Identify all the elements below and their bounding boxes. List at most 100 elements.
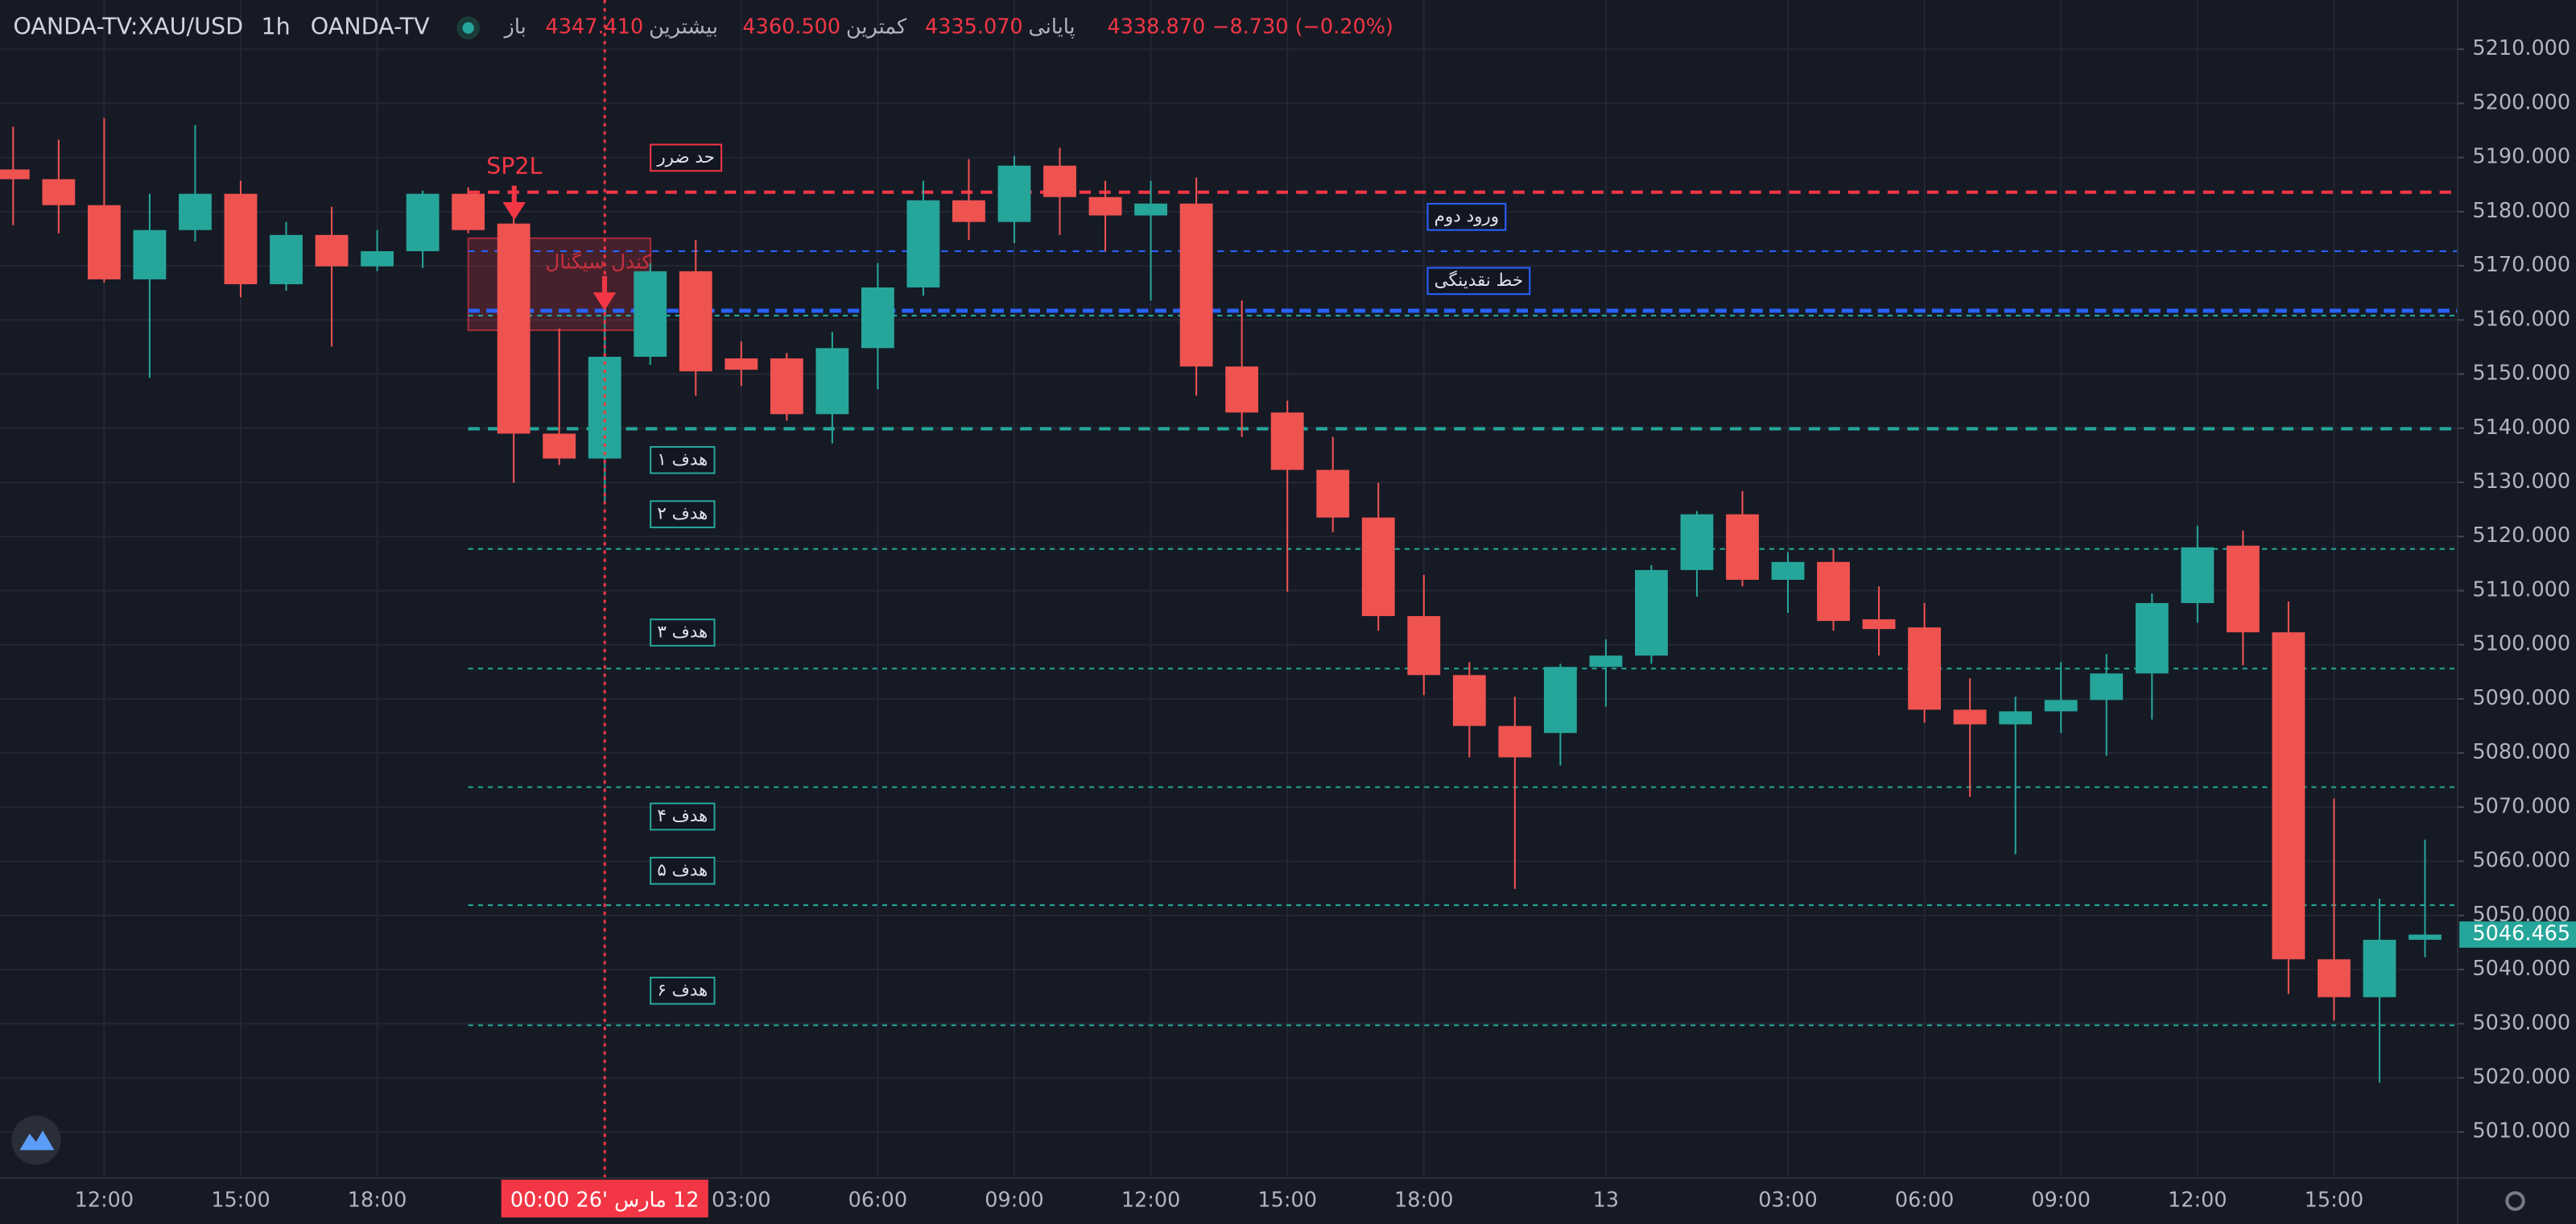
last-price-badge: [2459, 921, 2576, 948]
candle-body: [815, 348, 849, 415]
candle-body: [1407, 616, 1441, 676]
signal-arrow: [502, 201, 526, 221]
ohlc-label: بیشترین: [649, 15, 718, 39]
x-tick-label: 15:00: [1257, 1188, 1317, 1212]
candle-body: [634, 271, 667, 358]
plot: حد ضرر ورود دوم خط نقدینگی هدف ۱ هدف ۲ هدف ۳ ه…: [0, 0, 2458, 1178]
y-tick-label: 5090.000: [2472, 686, 2570, 710]
header: OANDA-TV:XAU/USD 1h OANDA-TV باز 4347.41…: [13, 13, 1393, 40]
candle-body: [2409, 934, 2442, 941]
y-tick-label: 5080.000: [2472, 740, 2570, 764]
ohlc-label: پایانی: [1029, 15, 1075, 39]
candle-body: [1862, 619, 1896, 630]
candle-body: [1361, 517, 1395, 617]
candle-body: [2135, 602, 2169, 674]
candle-body: [179, 193, 212, 230]
crosshair-badge: [501, 1179, 708, 1218]
ohlc-value: 4338.870: [1108, 15, 1206, 39]
candle-body: [0, 169, 30, 180]
ohlc-change: −8.730 (−0.20%): [1212, 15, 1393, 39]
y-tick-label: 5040.000: [2472, 957, 2570, 981]
x-tick-label: 13: [1593, 1188, 1619, 1212]
source: OANDA-TV: [311, 13, 430, 40]
candle-body: [1543, 667, 1577, 734]
candle-body: [2181, 547, 2215, 603]
x-tick-label: 06:00: [1895, 1188, 1955, 1212]
candle-body: [997, 165, 1031, 222]
candle-body: [224, 193, 258, 284]
y-tick-label: 5130.000: [2472, 469, 2570, 494]
ohlc-value: 4347.410: [546, 15, 644, 39]
signal-label: SP2L: [486, 152, 543, 180]
candle-body: [1225, 366, 1259, 413]
candle-body: [2363, 940, 2396, 998]
candle-body: [1953, 709, 1987, 725]
y-tick-label: 5200.000: [2472, 90, 2570, 114]
x-tick-label: 18:00: [348, 1188, 407, 1212]
candle-body: [2226, 545, 2260, 633]
candle-body: [315, 234, 349, 267]
level-label-box: [650, 500, 716, 528]
y-tick-label: 5190.000: [2472, 145, 2570, 169]
level-label: هدف ۶: [657, 980, 708, 1000]
level-label: خط نقدینگی: [1435, 270, 1523, 291]
x-tick-label: 15:00: [211, 1188, 270, 1212]
candle-body: [1635, 569, 1668, 656]
candle-body: [1817, 561, 1850, 622]
candle-body: [270, 234, 303, 284]
x-tick-label: 03:00: [712, 1188, 771, 1212]
candle-body: [861, 287, 894, 349]
candle-body: [1134, 203, 1167, 216]
x-tick-label: 09:00: [985, 1188, 1044, 1212]
last-price-label: 5046.465: [2472, 922, 2570, 946]
y-tick-label: 5100.000: [2472, 632, 2570, 656]
level-label: حد ضرر: [656, 147, 715, 167]
settings-icon[interactable]: [2505, 1191, 2525, 1211]
candle-body: [1726, 514, 1759, 581]
ohlc-label: باز: [503, 15, 526, 39]
y-tick-label: 5110.000: [2472, 577, 2570, 602]
candle-body: [87, 205, 121, 279]
candle-body: [588, 357, 621, 459]
level-label-box: [1426, 267, 1531, 296]
candle-body: [1589, 655, 1623, 668]
y-tick-label: 5140.000: [2472, 416, 2570, 440]
logo-circle: [11, 1115, 61, 1165]
y-tick-label: 5070.000: [2472, 794, 2570, 818]
level-label-box: [650, 143, 723, 172]
x-tick-label: 06:00: [848, 1188, 908, 1212]
interval: 1h: [261, 13, 290, 40]
level-label: هدف ۴: [657, 806, 708, 826]
y-tick-label: 5170.000: [2472, 253, 2570, 277]
x-tick-label: 18:00: [1394, 1188, 1454, 1212]
candle-body: [1908, 627, 1942, 710]
level-label: هدف ۲: [657, 504, 708, 524]
candle-body: [1270, 412, 1304, 470]
x-tick-label: 12:00: [2168, 1188, 2227, 1212]
candle-body: [952, 200, 985, 222]
signal-arrow: [592, 292, 617, 311]
candle-body: [906, 200, 940, 287]
y-tick-label: 5060.000: [2472, 849, 2570, 873]
level-label: ورود دوم: [1435, 206, 1499, 226]
y-tick-label: 5120.000: [2472, 523, 2570, 548]
gear[interactable]: [2505, 1191, 2525, 1211]
candle-body: [2044, 700, 2078, 712]
level-label-box: [650, 857, 716, 885]
level-label: هدف ۱: [657, 449, 708, 469]
level-label-box: [650, 976, 716, 1005]
candle-body: [42, 179, 76, 205]
candle-body: [1179, 203, 1213, 367]
level-label: هدف ۵: [657, 860, 708, 880]
signal-box-label: کندل سیگنال: [546, 250, 652, 273]
level-label-box: [1426, 202, 1507, 231]
y-tick-label: 5150.000: [2472, 362, 2570, 386]
symbol: OANDA-TV:XAU/USD: [13, 13, 243, 40]
candle-body: [1999, 711, 2033, 725]
status-dot: [462, 22, 474, 34]
y-tick-label: 5010.000: [2472, 1119, 2570, 1143]
candle-body: [406, 193, 440, 251]
candle-body: [1452, 675, 1486, 726]
